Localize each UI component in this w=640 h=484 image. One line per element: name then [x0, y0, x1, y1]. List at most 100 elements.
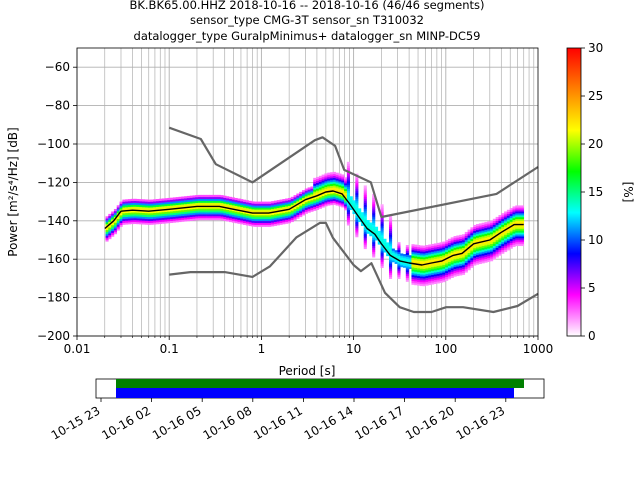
heatmap-cell — [217, 210, 221, 213]
heatmap-cell — [279, 199, 283, 202]
heatmap-cell — [198, 196, 202, 200]
heatmap-cell — [192, 218, 196, 221]
heatmap-cell — [214, 196, 219, 200]
heatmap-cell — [520, 216, 525, 220]
heatmap-cell — [425, 275, 429, 278]
heatmap-cell — [214, 206, 219, 209]
heatmap-cell — [299, 203, 303, 206]
heatmap-cell — [175, 212, 179, 215]
heatmap-cell — [158, 216, 162, 219]
heatmap-cell — [484, 243, 488, 246]
heatmap-cell — [130, 218, 134, 221]
heatmap-cell — [170, 201, 174, 204]
heatmap-cell — [492, 237, 496, 241]
heatmap-cell — [363, 202, 367, 205]
heatmap-cell — [428, 257, 432, 261]
heatmap-cell — [414, 265, 418, 268]
heatmap-cell — [498, 247, 502, 250]
timeline-segments-bar — [116, 388, 514, 398]
heatmap-cell — [156, 222, 160, 225]
heatmap-cell — [397, 271, 401, 274]
heatmap-cell — [380, 223, 384, 226]
heatmap-cell — [453, 262, 457, 266]
heatmap-cell — [506, 242, 510, 245]
heatmap-cell — [372, 243, 376, 246]
heatmap-cell — [304, 203, 308, 207]
heatmap-cell — [372, 249, 376, 252]
heatmap-cell — [113, 218, 118, 221]
heatmap-cell — [257, 216, 261, 220]
heatmap-cell — [344, 177, 348, 180]
heatmap-cell — [122, 220, 126, 223]
heatmap-cell — [198, 200, 202, 203]
heatmap-cell — [478, 254, 482, 257]
heatmap-cell — [495, 247, 499, 250]
heatmap-cell — [189, 212, 193, 216]
heatmap-cell — [330, 174, 334, 177]
heatmap-cell — [476, 237, 480, 240]
heatmap-cell — [209, 208, 213, 211]
heatmap-cell — [495, 222, 499, 225]
heatmap-cell — [504, 246, 508, 249]
heatmap-cell — [125, 222, 129, 225]
heatmap-cell — [490, 259, 494, 262]
heatmap-cell — [316, 190, 320, 193]
heatmap-cell — [310, 203, 314, 206]
heatmap-cell — [198, 214, 202, 217]
heatmap-cell — [501, 216, 505, 220]
heatmap-cell — [464, 247, 468, 250]
heatmap-cell — [360, 212, 365, 215]
heatmap-cell — [223, 214, 227, 218]
timeline-tick-label: 10-16 11 — [251, 403, 305, 442]
heatmap-cell — [307, 200, 311, 204]
heatmap-cell — [349, 196, 353, 199]
heatmap-cell — [450, 239, 454, 242]
heatmap-cell — [338, 188, 342, 192]
heatmap-cell — [504, 219, 508, 222]
heatmap-cell — [220, 210, 224, 213]
heatmap-cell — [366, 229, 370, 232]
heatmap-cell — [243, 211, 247, 214]
heatmap-cell — [144, 222, 148, 225]
heatmap-cell — [433, 243, 438, 246]
heatmap-cell — [520, 222, 525, 225]
heatmap-cell — [388, 224, 393, 228]
heatmap-cell — [265, 218, 269, 222]
heatmap-cell — [304, 190, 308, 193]
heatmap-cell — [313, 177, 317, 181]
heatmap-cell — [150, 212, 154, 216]
heatmap-cell — [178, 200, 182, 203]
heatmap-cell — [481, 234, 485, 237]
heatmap-cell — [130, 210, 134, 213]
heatmap-cell — [153, 222, 157, 225]
heatmap-cell — [141, 199, 146, 202]
timeline-tick-label: 10-16 17 — [352, 403, 406, 442]
heatmap-cell — [363, 218, 367, 221]
heatmap-cell — [212, 214, 216, 217]
heatmap-cell — [316, 188, 320, 191]
heatmap-cell — [167, 213, 171, 216]
heatmap-cell — [408, 259, 412, 262]
heatmap-cell — [512, 212, 516, 215]
heatmap-cell — [307, 189, 311, 192]
heatmap-cell — [243, 205, 247, 208]
heatmap-cell — [476, 258, 480, 261]
heatmap-cell — [158, 214, 162, 217]
heatmap-cell — [518, 241, 522, 245]
heatmap-cell — [372, 211, 376, 214]
heatmap-cell — [436, 273, 440, 276]
heatmap-cell — [490, 228, 494, 231]
heatmap-cell — [231, 205, 235, 208]
heatmap-cell — [324, 192, 328, 195]
heatmap-cell — [515, 224, 519, 227]
heatmap-cell — [520, 236, 525, 239]
heatmap-cell — [282, 222, 286, 225]
heatmap-cell — [141, 222, 146, 225]
heatmap-cell — [198, 198, 202, 201]
heatmap-cell — [459, 238, 463, 241]
heatmap-cell — [394, 261, 398, 264]
heatmap-cell — [419, 272, 423, 275]
heatmap-cell — [285, 215, 289, 219]
heatmap-cell — [282, 210, 286, 213]
heatmap-cell — [501, 245, 505, 249]
